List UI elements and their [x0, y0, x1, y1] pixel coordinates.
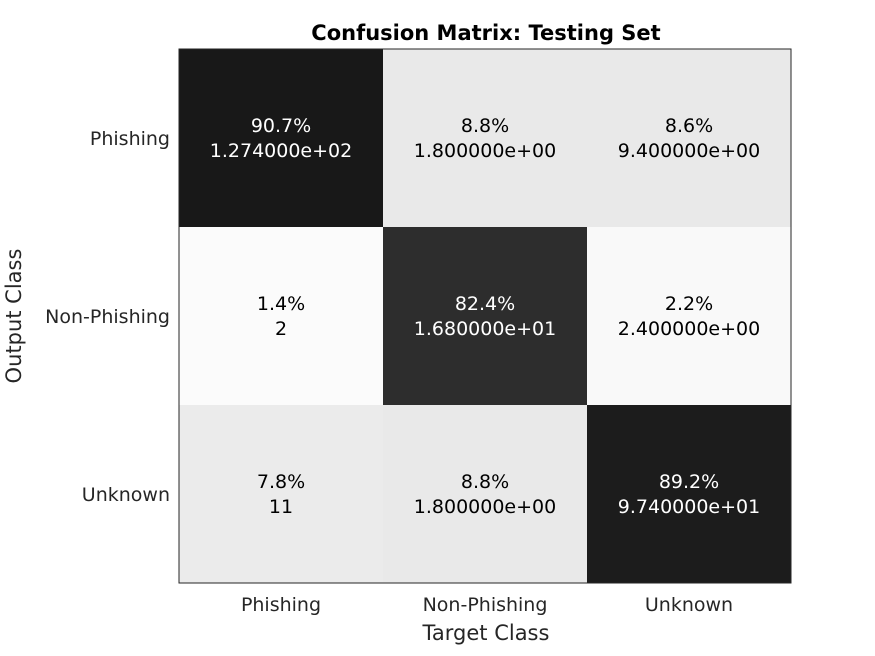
- cell-percent-label: 8.8%: [461, 471, 509, 493]
- cell-count-label: 1.800000e+00: [414, 140, 556, 162]
- chart-title: Confusion Matrix: Testing Set: [311, 21, 660, 45]
- cell-percent-label: 82.4%: [455, 293, 515, 315]
- cell-count-label: 1.680000e+01: [414, 318, 556, 340]
- cell-percent-label: 7.8%: [257, 471, 305, 493]
- matrix-cell-r1-c0: [179, 227, 384, 406]
- x-tick-label: Non-Phishing: [423, 594, 548, 616]
- matrix-cell-r1-c1: [383, 227, 588, 406]
- x-tick-label: Unknown: [645, 594, 733, 616]
- cell-percent-label: 8.6%: [665, 115, 713, 137]
- matrix-cell-r0-c2: [587, 49, 792, 228]
- cell-count-label: 1.800000e+00: [414, 496, 556, 518]
- y-tick-label: Phishing: [90, 128, 170, 150]
- x-axis-label: Target Class: [422, 621, 550, 645]
- matrix-cell-r2-c1: [383, 405, 588, 584]
- matrix-cell-r0-c0: [179, 49, 384, 228]
- x-tick-label: Phishing: [241, 594, 321, 616]
- cell-percent-label: 89.2%: [659, 471, 719, 493]
- matrix-cell-r1-c2: [587, 227, 792, 406]
- matrix-cells: 90.7% 1.274000e+02 8.8% 1.800000e+00 8.6% 9.4…: [179, 49, 792, 584]
- y-tick-labels: Phishing Non-Phishing Unknown: [45, 128, 170, 506]
- cell-percent-label: 8.8%: [461, 115, 509, 137]
- y-tick-label: Unknown: [82, 484, 170, 506]
- y-tick-label: Non-Phishing: [45, 306, 170, 328]
- matrix-cell-r2-c2: [587, 405, 792, 584]
- plot-frame: [178, 48, 792, 584]
- y-axis-label: Output Class: [2, 249, 26, 384]
- matrix-cell-r0-c1: [383, 49, 588, 228]
- matrix-cell-r2-c0: [179, 405, 384, 584]
- cell-percent-label: 2.2%: [665, 293, 713, 315]
- cell-percent-label: 1.4%: [257, 293, 305, 315]
- cell-count-label: 2: [275, 318, 287, 340]
- cell-count-label: 9.740000e+01: [618, 496, 760, 518]
- cell-count-label: 2.400000e+00: [618, 318, 760, 340]
- cell-percent-label: 90.7%: [251, 115, 311, 137]
- cell-count-label: 1.274000e+02: [210, 140, 352, 162]
- x-tick-labels: Phishing Non-Phishing Unknown: [241, 594, 733, 616]
- cell-count-label: 11: [269, 496, 293, 518]
- cell-count-label: 9.400000e+00: [618, 140, 760, 162]
